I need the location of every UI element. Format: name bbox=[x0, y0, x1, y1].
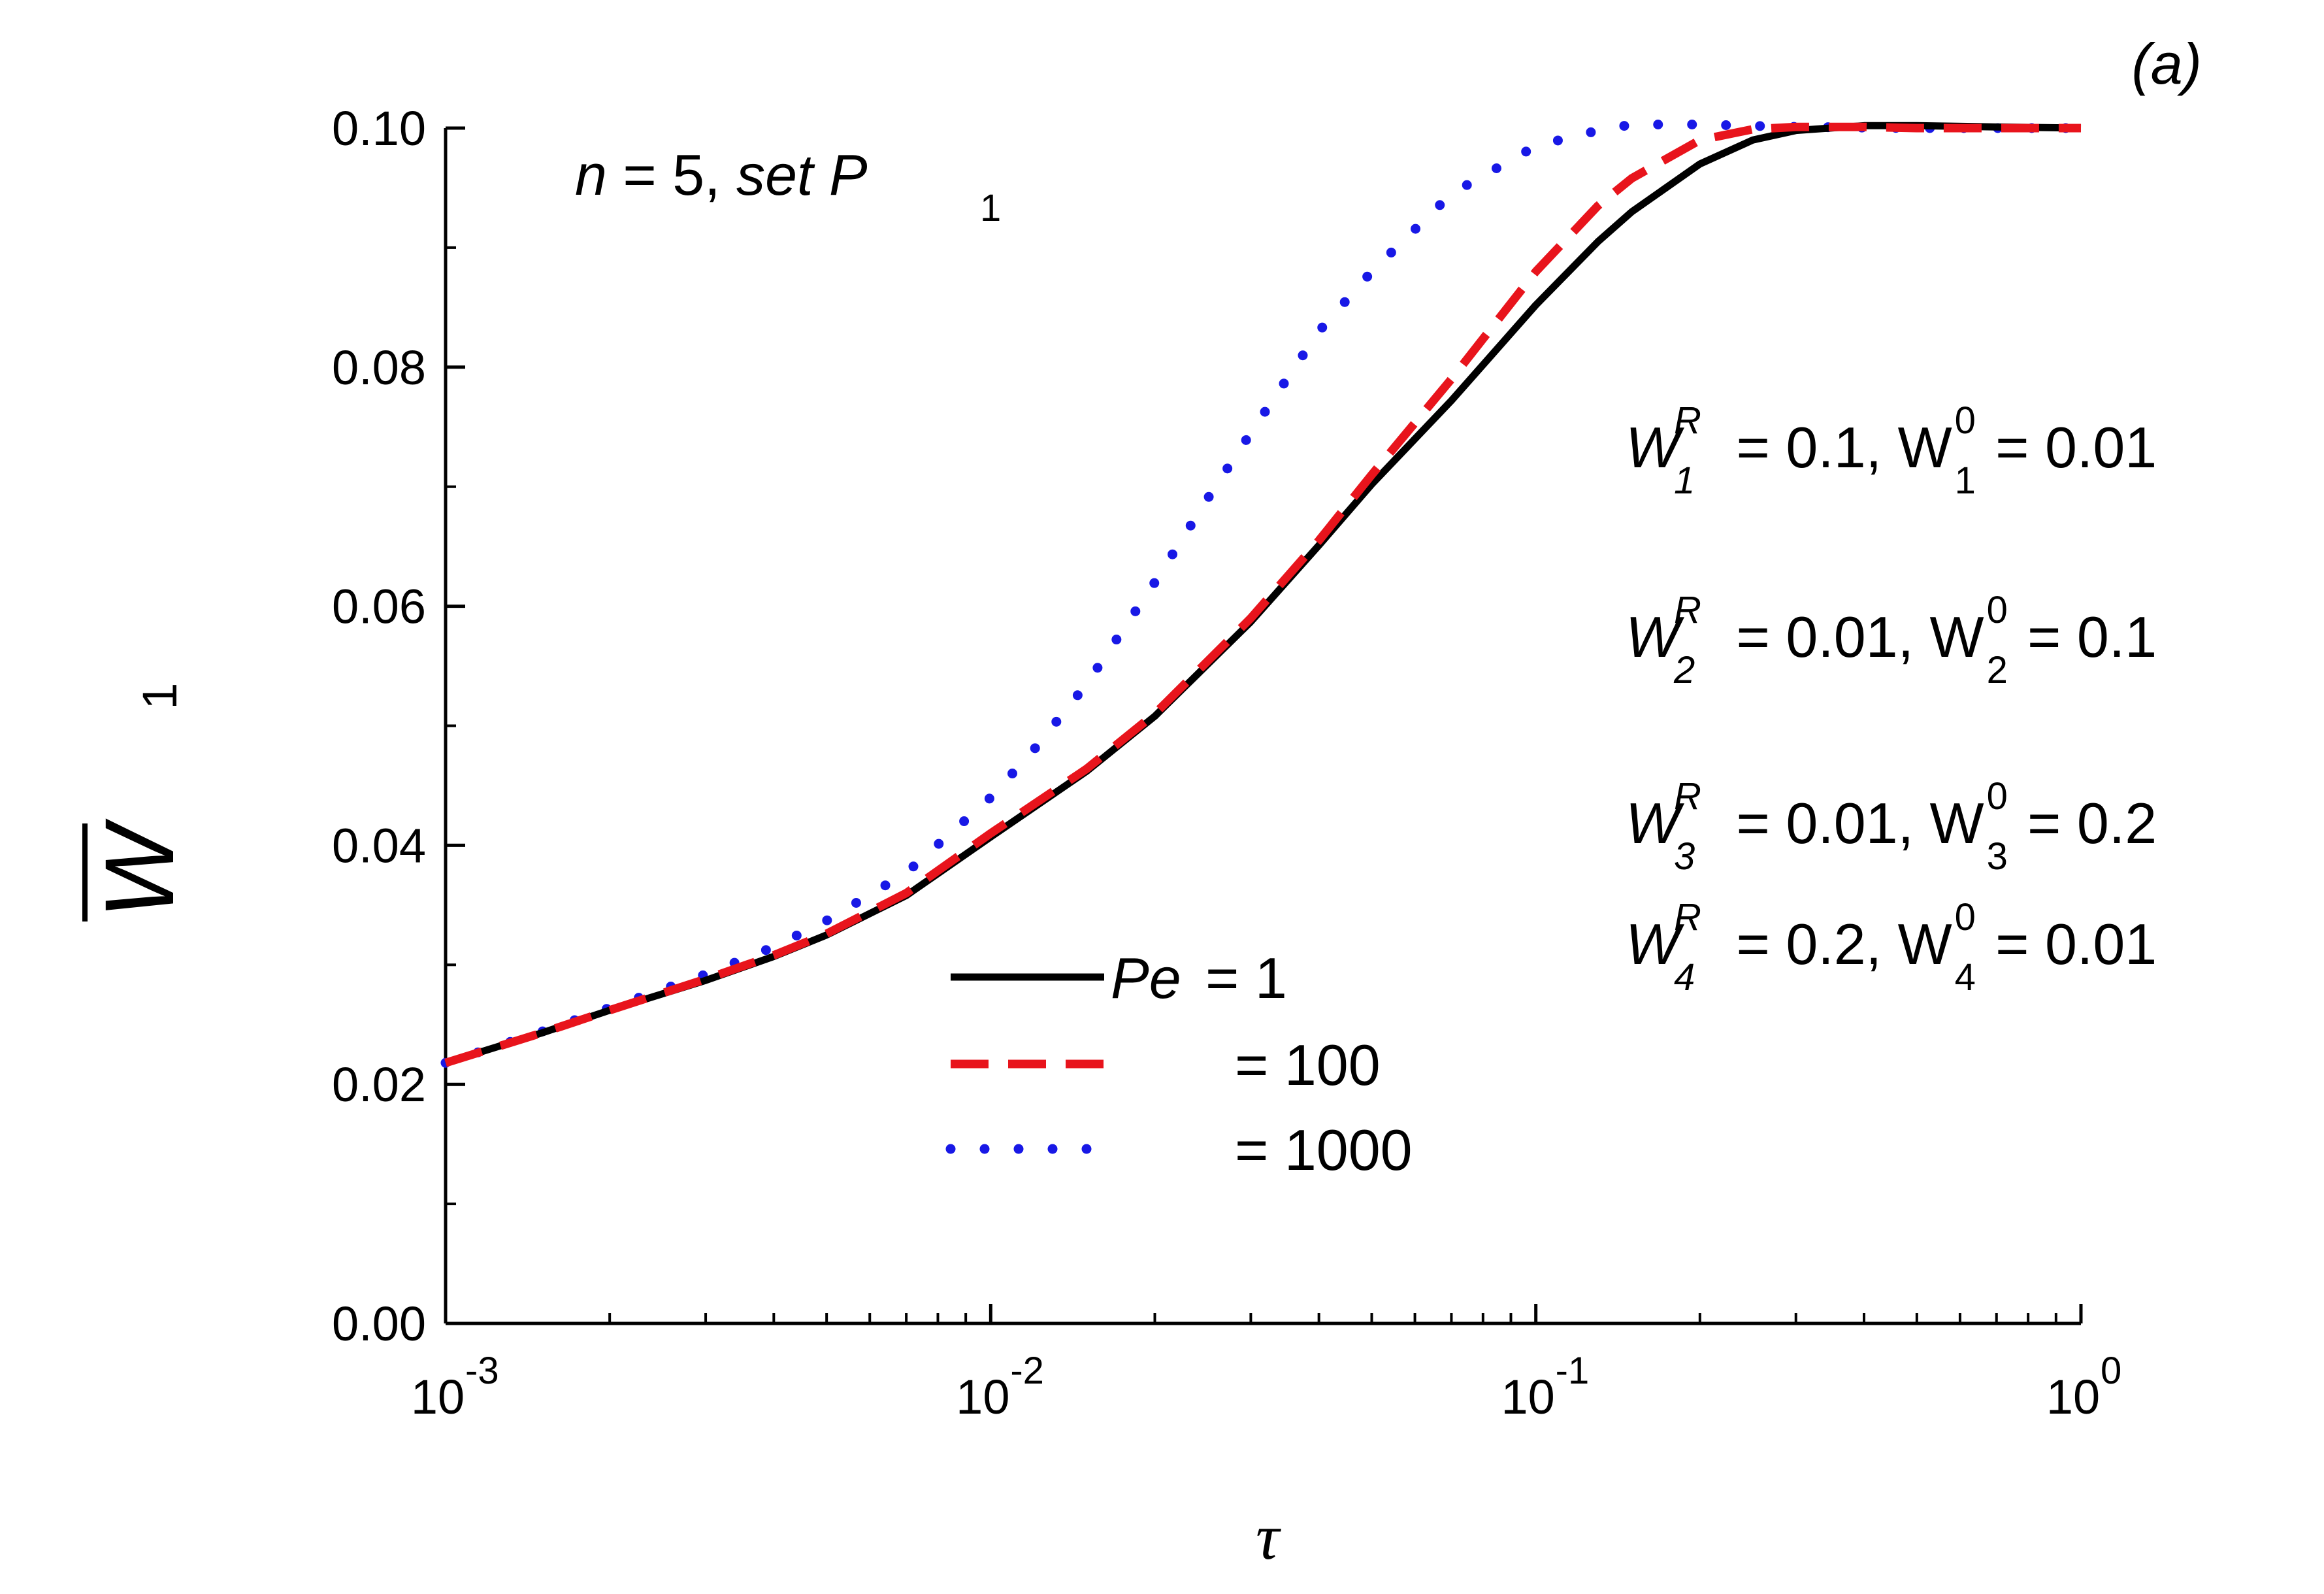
param-w0-subscript: 2 bbox=[1987, 649, 2008, 691]
x-tick-label-exponent: -2 bbox=[1010, 1350, 1044, 1392]
param-wr-superscript: R bbox=[1674, 896, 1701, 938]
param-wr-subscript: 2 bbox=[1673, 649, 1695, 691]
set-label: set P bbox=[736, 142, 868, 207]
y-tick-label: 0.10 bbox=[332, 101, 426, 156]
set-subscript: 1 bbox=[980, 187, 1001, 229]
param-text: W = 0.1, W = 0.01 bbox=[1626, 415, 2157, 480]
legend-label: = 1 bbox=[1205, 946, 1287, 1010]
x-tick-label-base: 10 bbox=[2046, 1370, 2100, 1424]
panel-label: (a) bbox=[2131, 31, 2202, 96]
legend: = 1 = 100 = 1000 Pe bbox=[945, 946, 1413, 1182]
y-tick-label: 0.06 bbox=[332, 580, 426, 634]
x-tick-label: 10 0 bbox=[2046, 1350, 2121, 1424]
x-tick-label-base: 10 bbox=[1501, 1370, 1555, 1424]
param-w0-superscript: 0 bbox=[1987, 589, 2008, 631]
x-tick-labels: 10 -3 10 -2 10 -1 10 0 bbox=[411, 1350, 2121, 1424]
param-text: W = 0.2, W = 0.01 bbox=[1626, 912, 2157, 976]
param-line-1: W = 0.1, W = 0.01R 1 0 1 bbox=[1626, 399, 2157, 502]
series-layer bbox=[440, 120, 2086, 1068]
x-tick-label-exponent: 0 bbox=[2101, 1350, 2121, 1392]
y-axis-title-symbol: W bbox=[84, 818, 194, 919]
y-tick-label: 0.02 bbox=[332, 1057, 426, 1112]
tick-marks bbox=[444, 126, 2083, 1325]
y-axis-title-subscript: 1 bbox=[133, 682, 187, 709]
param-w0-superscript: 0 bbox=[1955, 896, 1976, 938]
n-value: = 5, bbox=[607, 142, 736, 207]
condition-annotation: n = 5, set P bbox=[575, 142, 868, 207]
param-wr-superscript: R bbox=[1674, 775, 1701, 818]
x-tick-label-base: 10 bbox=[956, 1370, 1009, 1424]
x-tick-label: 10 -1 bbox=[1501, 1350, 1590, 1424]
x-tick-label-exponent: -1 bbox=[1556, 1350, 1590, 1392]
param-w0-subscript: 1 bbox=[1955, 459, 1976, 502]
param-line-3: W = 0.01, W = 0.2R 3 0 3 bbox=[1626, 775, 2157, 878]
param-wr-superscript: R bbox=[1674, 589, 1701, 631]
param-w0-superscript: 0 bbox=[1955, 399, 1976, 442]
legend-label: = 1000 bbox=[1235, 1118, 1413, 1182]
param-text: W = 0.01, W = 0.1 bbox=[1626, 605, 2157, 669]
param-w0-subscript: 4 bbox=[1955, 956, 1976, 999]
param-wr-superscript: R bbox=[1674, 399, 1701, 442]
param-line-2: W = 0.01, W = 0.1R 2 0 2 bbox=[1626, 589, 2157, 691]
x-axis-title: τ bbox=[1256, 1501, 1281, 1573]
param-wr-subscript: 4 bbox=[1674, 956, 1695, 999]
y-tick-label: 0.08 bbox=[332, 340, 426, 395]
series-line-pe-1000 bbox=[440, 120, 2086, 1068]
y-tick-labels: 0.00 0.02 0.04 0.06 0.08 0.10 bbox=[332, 101, 426, 1351]
param-text: W = 0.01, W = 0.2 bbox=[1626, 791, 2157, 855]
param-wr-subscript: 3 bbox=[1674, 835, 1695, 878]
legend-label: = 100 bbox=[1235, 1033, 1381, 1097]
legend-var-label: Pe bbox=[1111, 946, 1181, 1010]
x-tick-label-base: 10 bbox=[411, 1370, 465, 1424]
x-tick-label: 10 -3 bbox=[411, 1350, 499, 1424]
y-tick-label: 0.00 bbox=[332, 1297, 426, 1351]
param-w0-subscript: 3 bbox=[1987, 835, 2008, 878]
x-tick-label-exponent: -3 bbox=[465, 1350, 499, 1392]
n-symbol: n bbox=[575, 142, 607, 207]
y-tick-label: 0.04 bbox=[332, 818, 426, 872]
param-line-4: W = 0.2, W = 0.01R 4 0 4 bbox=[1626, 896, 2157, 999]
param-w0-superscript: 0 bbox=[1987, 775, 2008, 818]
y-axis-title: W bbox=[82, 818, 194, 922]
param-wr-subscript: 1 bbox=[1674, 459, 1695, 502]
x-tick-label: 10 -2 bbox=[956, 1350, 1044, 1424]
series-line-pe-100 bbox=[444, 122, 2081, 1067]
